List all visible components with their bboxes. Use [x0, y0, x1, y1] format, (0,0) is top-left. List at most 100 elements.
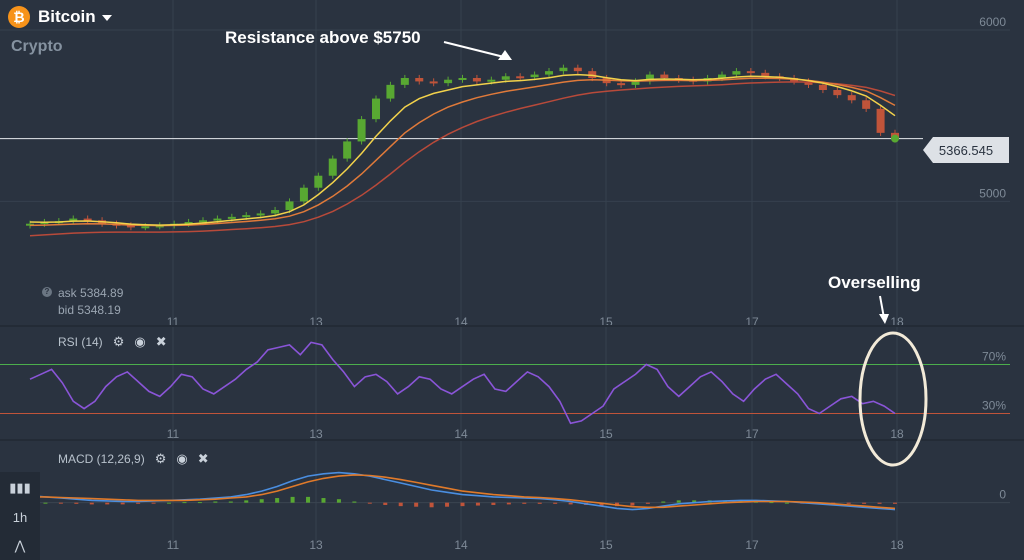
candle-body [746, 71, 755, 74]
candle-body [645, 74, 654, 82]
eye-icon[interactable]: ◉ [176, 451, 188, 466]
candle-body [718, 74, 726, 78]
close-icon[interactable]: ✖ [197, 451, 209, 466]
y-tick-label: 5000 [979, 186, 1006, 200]
x-tick-label: 17 [745, 427, 759, 441]
gear-icon[interactable]: ⚙ [112, 334, 125, 349]
macd-histogram-bar [367, 502, 372, 504]
candle-body [833, 90, 842, 96]
macd-histogram-bar [893, 502, 897, 504]
moving-average-slow-line [29, 81, 896, 237]
close-icon[interactable]: ✖ [155, 334, 167, 349]
candle-body [372, 98, 380, 120]
overselling-highlight [858, 331, 928, 467]
candle-body [141, 226, 150, 229]
candle-body [862, 100, 871, 109]
candle-body [386, 84, 395, 99]
candle-body [415, 78, 424, 82]
resistance-arrow-head [498, 50, 512, 60]
candle-body [271, 210, 280, 214]
rsi-level-label: 70% [982, 350, 1006, 364]
current-price-tag: 5366.545 [923, 137, 1009, 163]
bid-value: 5348.19 [77, 303, 121, 317]
candle-body [631, 81, 640, 85]
macd-histogram-bar [120, 502, 125, 505]
x-tick-label: 13 [309, 427, 323, 441]
macd-histogram-bar [553, 502, 558, 504]
macd-histogram-bar [89, 502, 94, 505]
candle-body [487, 79, 496, 82]
candle-body [804, 81, 813, 85]
candle-body [199, 220, 207, 223]
asset-header[interactable]: ₿ Bitcoin [8, 6, 112, 28]
macd-histogram-bar [43, 502, 48, 504]
timeframe-button[interactable]: 1h [12, 510, 28, 525]
chevron-down-icon[interactable] [101, 15, 112, 21]
candle-body [573, 67, 582, 72]
candle-body [314, 175, 323, 188]
candle-body [660, 74, 669, 78]
macd-histogram-bar [630, 502, 635, 506]
macd-histogram-bar [475, 502, 480, 506]
info-icon[interactable]: ? [42, 287, 52, 297]
candle-body [155, 225, 164, 228]
macd-histogram-bar [306, 496, 311, 503]
x-tick-label: 18 [890, 538, 904, 552]
candle-body [876, 108, 885, 133]
candle-body [501, 76, 510, 80]
indicator-icon[interactable]: ⋀ [14, 538, 26, 553]
candle-body [343, 141, 352, 159]
candle-body [761, 72, 770, 77]
bid-quote: bid 5348.19 [58, 303, 121, 317]
macd-histogram-bar [213, 501, 218, 503]
macd-histogram-bar [645, 502, 650, 504]
macd-histogram-bar [58, 502, 63, 504]
macd-histogram-bar [228, 501, 233, 503]
macd-histogram-bar [336, 499, 341, 503]
candle-body [516, 76, 525, 79]
candle-body [545, 71, 553, 75]
overselling-annotation: Overselling [828, 273, 921, 292]
macd-histogram-bar [414, 502, 419, 507]
moving-average-mid-line [29, 77, 896, 227]
macd-histogram-bar [352, 501, 357, 503]
macd-histogram-bar [182, 502, 187, 504]
x-tick-label: 17 [745, 538, 759, 552]
macd-signal-line [30, 474, 896, 510]
macd-histogram-bar [568, 502, 573, 505]
macd-histogram-bar [429, 502, 434, 508]
macd-histogram-bar [506, 502, 511, 505]
chart-type-icon[interactable]: ▮▮▮ [9, 480, 31, 495]
candle-body [242, 215, 251, 218]
candle-body [559, 67, 568, 72]
candle-body [126, 225, 135, 228]
macd-histogram-bar [537, 502, 542, 504]
macd-histogram-bar [661, 501, 666, 503]
rsi-indicator-header: RSI (14) ⚙ ◉ ✖ [58, 334, 167, 350]
macd-histogram-bar [784, 502, 789, 504]
macd-histogram-bar [522, 502, 527, 504]
ask-value: 5384.89 [80, 286, 124, 300]
asset-name[interactable]: Bitcoin [38, 7, 96, 26]
asset-category: Crypto [11, 38, 63, 55]
macd-histogram-bar [244, 500, 249, 503]
rsi-label: RSI (14) [58, 335, 103, 349]
macd-histogram-bar [846, 502, 851, 504]
candle-body [617, 83, 626, 86]
eye-icon[interactable]: ◉ [134, 334, 146, 349]
candle-body [458, 78, 467, 80]
macd-histogram-bar [692, 500, 697, 503]
macd-histogram-bar [383, 502, 388, 505]
gear-icon[interactable]: ⚙ [154, 451, 167, 466]
current-price-marker [891, 134, 899, 143]
x-tick-label: 14 [454, 538, 468, 552]
x-tick-label: 13 [309, 538, 323, 552]
candle-body [472, 78, 481, 82]
macd-zero-label: 0 [999, 488, 1006, 502]
macd-histogram-bar [74, 502, 79, 504]
candle-body [256, 213, 265, 216]
candle-body [847, 95, 856, 101]
x-tick-label: 14 [454, 427, 468, 441]
macd-histogram-bar [197, 502, 202, 504]
macd-histogram-bar [321, 498, 326, 503]
